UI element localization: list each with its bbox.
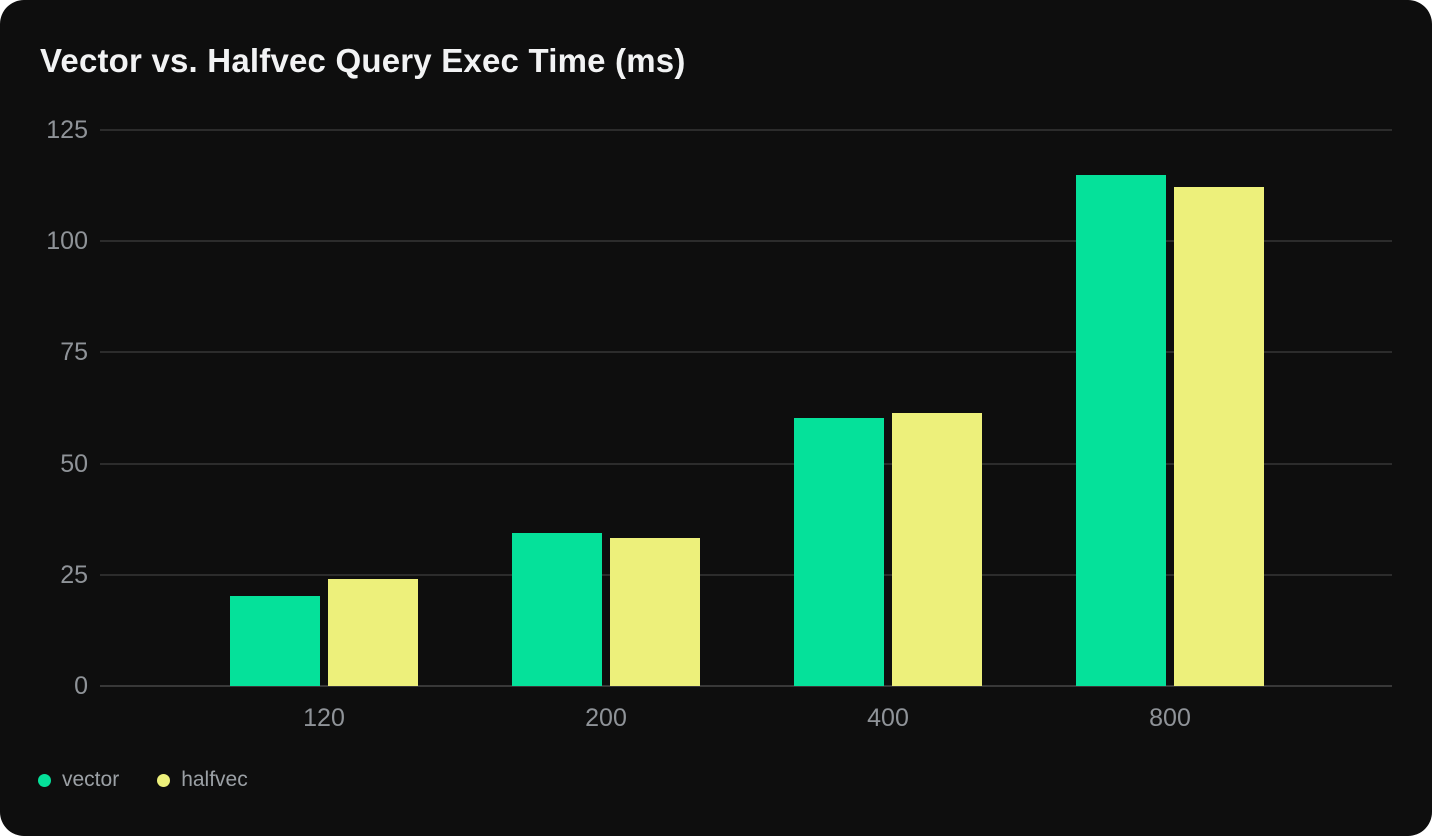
gridline-y-25 [100, 573, 1392, 576]
y-tick-label-75: 75 [60, 338, 88, 367]
gridline-y-125 [100, 129, 1392, 131]
bar-halfvec-800[interactable] [1174, 187, 1264, 686]
bar-halfvec-200[interactable] [610, 538, 700, 686]
gridline-y-50 [100, 462, 1392, 465]
bar-vector-120[interactable] [230, 596, 320, 686]
x-tick-label-400: 400 [867, 704, 909, 732]
legend: vector halfvec [38, 768, 248, 792]
legend-dot-halfvec [157, 773, 171, 787]
y-tick-label-0: 0 [74, 672, 88, 700]
bar-vector-400[interactable] [794, 418, 884, 686]
y-tick-label-25: 25 [60, 560, 88, 589]
y-tick-label-50: 50 [60, 449, 88, 478]
x-tick-label-120: 120 [303, 704, 345, 732]
bar-vector-200[interactable] [512, 533, 602, 686]
y-tick-label-100: 100 [46, 227, 88, 256]
bar-halfvec-120[interactable] [328, 579, 418, 686]
y-tick-label-125: 125 [46, 116, 88, 144]
x-tick-label-200: 200 [585, 704, 627, 732]
legend-item-vector[interactable]: vector [38, 768, 119, 792]
legend-label-halfvec: halfvec [181, 768, 248, 791]
bar-vector-800[interactable] [1076, 175, 1166, 686]
legend-dot-vector [38, 773, 51, 787]
legend-item-halfvec[interactable]: halfvec [157, 768, 248, 792]
bar-halfvec-400[interactable] [892, 413, 982, 686]
gridline-y-75 [100, 351, 1392, 354]
gridline-y-100 [100, 240, 1392, 243]
legend-label-vector: vector [62, 768, 120, 791]
chart-title: Vector vs. Halfvec Query Exec Time (ms) [40, 42, 686, 79]
x-axis-line [100, 685, 1392, 687]
x-tick-label-800: 800 [1149, 704, 1191, 732]
